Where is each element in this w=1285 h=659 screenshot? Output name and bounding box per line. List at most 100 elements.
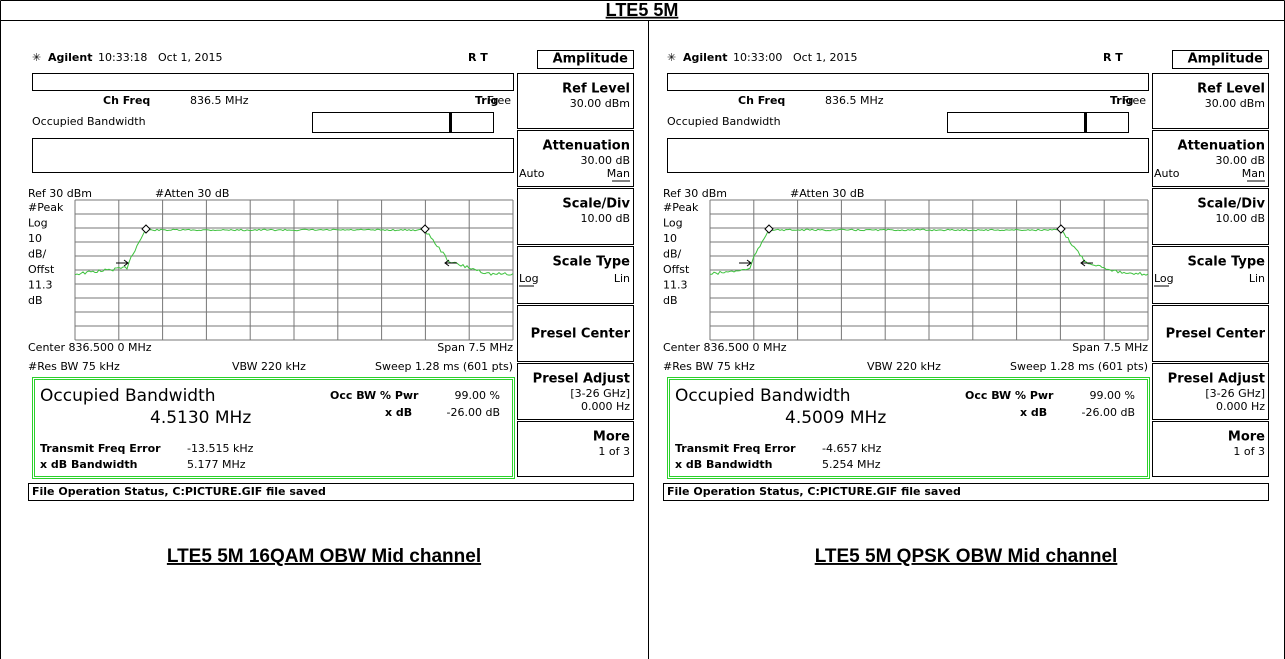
file-status: File Operation Status, C:PICTURE.GIF fil… [667, 485, 961, 498]
brand: Agilent [683, 51, 727, 64]
vbw: VBW 220 kHz [867, 360, 941, 373]
result-title: Occupied Bandwidth [675, 386, 851, 406]
side-label: dB [28, 294, 43, 307]
side-label: dB/ [28, 248, 47, 261]
trig: Free [488, 94, 512, 107]
caption: LTE5 5M 16QAM OBW Mid channel [167, 546, 481, 567]
xdbbw-label: x dB Bandwidth [675, 458, 772, 471]
arrow [444, 259, 457, 267]
obw: 4.5130 MHz [150, 408, 251, 428]
ref: Ref 30 dBm [663, 187, 727, 200]
progress-marker [449, 113, 452, 132]
softkey-label: More [1228, 430, 1265, 445]
tfe-label: Transmit Freq Error [40, 442, 161, 455]
softkey [517, 363, 634, 420]
marker [420, 224, 430, 234]
softkey-option: Man [1242, 167, 1265, 180]
side-label: #Peak [28, 201, 64, 214]
softkey [1152, 421, 1269, 477]
status-flags: R T [468, 51, 488, 64]
sun-icon: ✳ [667, 51, 676, 64]
span: Span 7.5 MHz [437, 341, 513, 354]
softkey-value: 10.00 dB [1215, 212, 1265, 225]
softkey [517, 130, 634, 187]
softkey-option: Auto [519, 167, 545, 180]
softkey [1152, 305, 1269, 362]
softkey-value: 10.00 dB [580, 212, 630, 225]
side-label: 11.3 [663, 279, 688, 292]
side-label: #Peak [663, 201, 699, 214]
occ-label: Occ BW % Pwr [965, 389, 1054, 402]
softkey-option: Auto [1154, 167, 1180, 180]
status-box [28, 483, 634, 501]
softkey [1152, 246, 1269, 304]
atten: #Atten 30 dB [790, 187, 864, 200]
occ: 99.00 % [1090, 389, 1135, 402]
message-box [667, 73, 1149, 91]
softkey-option: Lin [1249, 272, 1265, 285]
softkey-option: Log [1154, 272, 1174, 285]
side-label: 11.3 [28, 279, 53, 292]
side-label: Offst [28, 263, 55, 276]
side-label: Offst [663, 263, 690, 276]
softkey-label: Presel Adjust [1168, 372, 1265, 387]
atten: #Atten 30 dB [155, 187, 229, 200]
menu-title: Amplitude [1188, 52, 1264, 67]
occ-label: Occ BW % Pwr [330, 389, 419, 402]
obw: 4.5009 MHz [785, 408, 886, 428]
softkey-value: [3-26 GHz] [1205, 387, 1265, 400]
mode: Occupied Bandwidth [32, 115, 146, 128]
date: Oct 1, 2015 [158, 51, 223, 64]
file-status: File Operation Status, C:PICTURE.GIF fil… [32, 485, 326, 498]
softkey-option: Man [607, 167, 630, 180]
arrow [116, 259, 129, 267]
span: Span 7.5 MHz [1072, 341, 1148, 354]
side-label: dB [663, 294, 678, 307]
tfe: -4.657 kHz [822, 442, 882, 455]
analyzer-screen: ✳ Agilent 10:33:18 Oct 1, 2015 R T Amplitude C… [28, 50, 634, 501]
vbw: VBW 220 kHz [232, 360, 306, 373]
softkey-label: Presel Center [1166, 327, 1266, 342]
ref: Ref 30 dBm [28, 187, 92, 200]
side-label: dB/ [663, 248, 682, 261]
ch-freq: 836.5 MHz [190, 94, 249, 107]
trig-label: Trig [475, 94, 498, 107]
softkey-label: Presel Center [531, 327, 631, 342]
softkey-label: Attenuation [1178, 139, 1265, 154]
softkey [1152, 73, 1269, 129]
analyzer-screen: ✳ Agilent 10:33:00 Oct 1, 2015 R T Amplitude C… [663, 50, 1269, 501]
softkey-value: 30.00 dBm [570, 97, 630, 110]
marker [141, 224, 151, 234]
softkey-label: Presel Adjust [533, 372, 630, 387]
side-label: 10 [28, 232, 42, 245]
tfe: -13.515 kHz [187, 442, 254, 455]
info-box [667, 138, 1149, 173]
trig: Free [1123, 94, 1147, 107]
result-box-inner [34, 379, 513, 477]
sweep: Sweep 1.28 ms (601 pts) [1010, 360, 1148, 373]
xdb: -26.00 dB [447, 406, 501, 419]
res-bw: #Res BW 75 kHz [28, 360, 120, 373]
xdb-label: x dB [385, 406, 412, 419]
sweep: Sweep 1.28 ms (601 pts) [375, 360, 513, 373]
softkey-value: 0.000 Hz [1216, 400, 1265, 413]
marker [764, 224, 774, 234]
brand: Agilent [48, 51, 92, 64]
softkey-label: Ref Level [562, 82, 630, 97]
softkey-value: 1 of 3 [598, 445, 630, 458]
marker [1056, 224, 1066, 234]
occ: 99.00 % [455, 389, 500, 402]
center: Center 836.500 0 MHz [28, 341, 152, 354]
status-flags: R T [1103, 51, 1123, 64]
menu-title-box [537, 50, 634, 69]
softkey-label: Scale/Div [562, 197, 630, 212]
softkey-value: 30.00 dBm [1205, 97, 1265, 110]
side-label: 10 [663, 232, 677, 245]
softkey-value: 0.000 Hz [581, 400, 630, 413]
time: 10:33:00 [733, 51, 782, 64]
xdbbw: 5.254 MHz [822, 458, 881, 471]
res-bw: #Res BW 75 kHz [663, 360, 755, 373]
progress-box [312, 112, 494, 133]
ch-freq-label: Ch Freq [103, 94, 150, 107]
